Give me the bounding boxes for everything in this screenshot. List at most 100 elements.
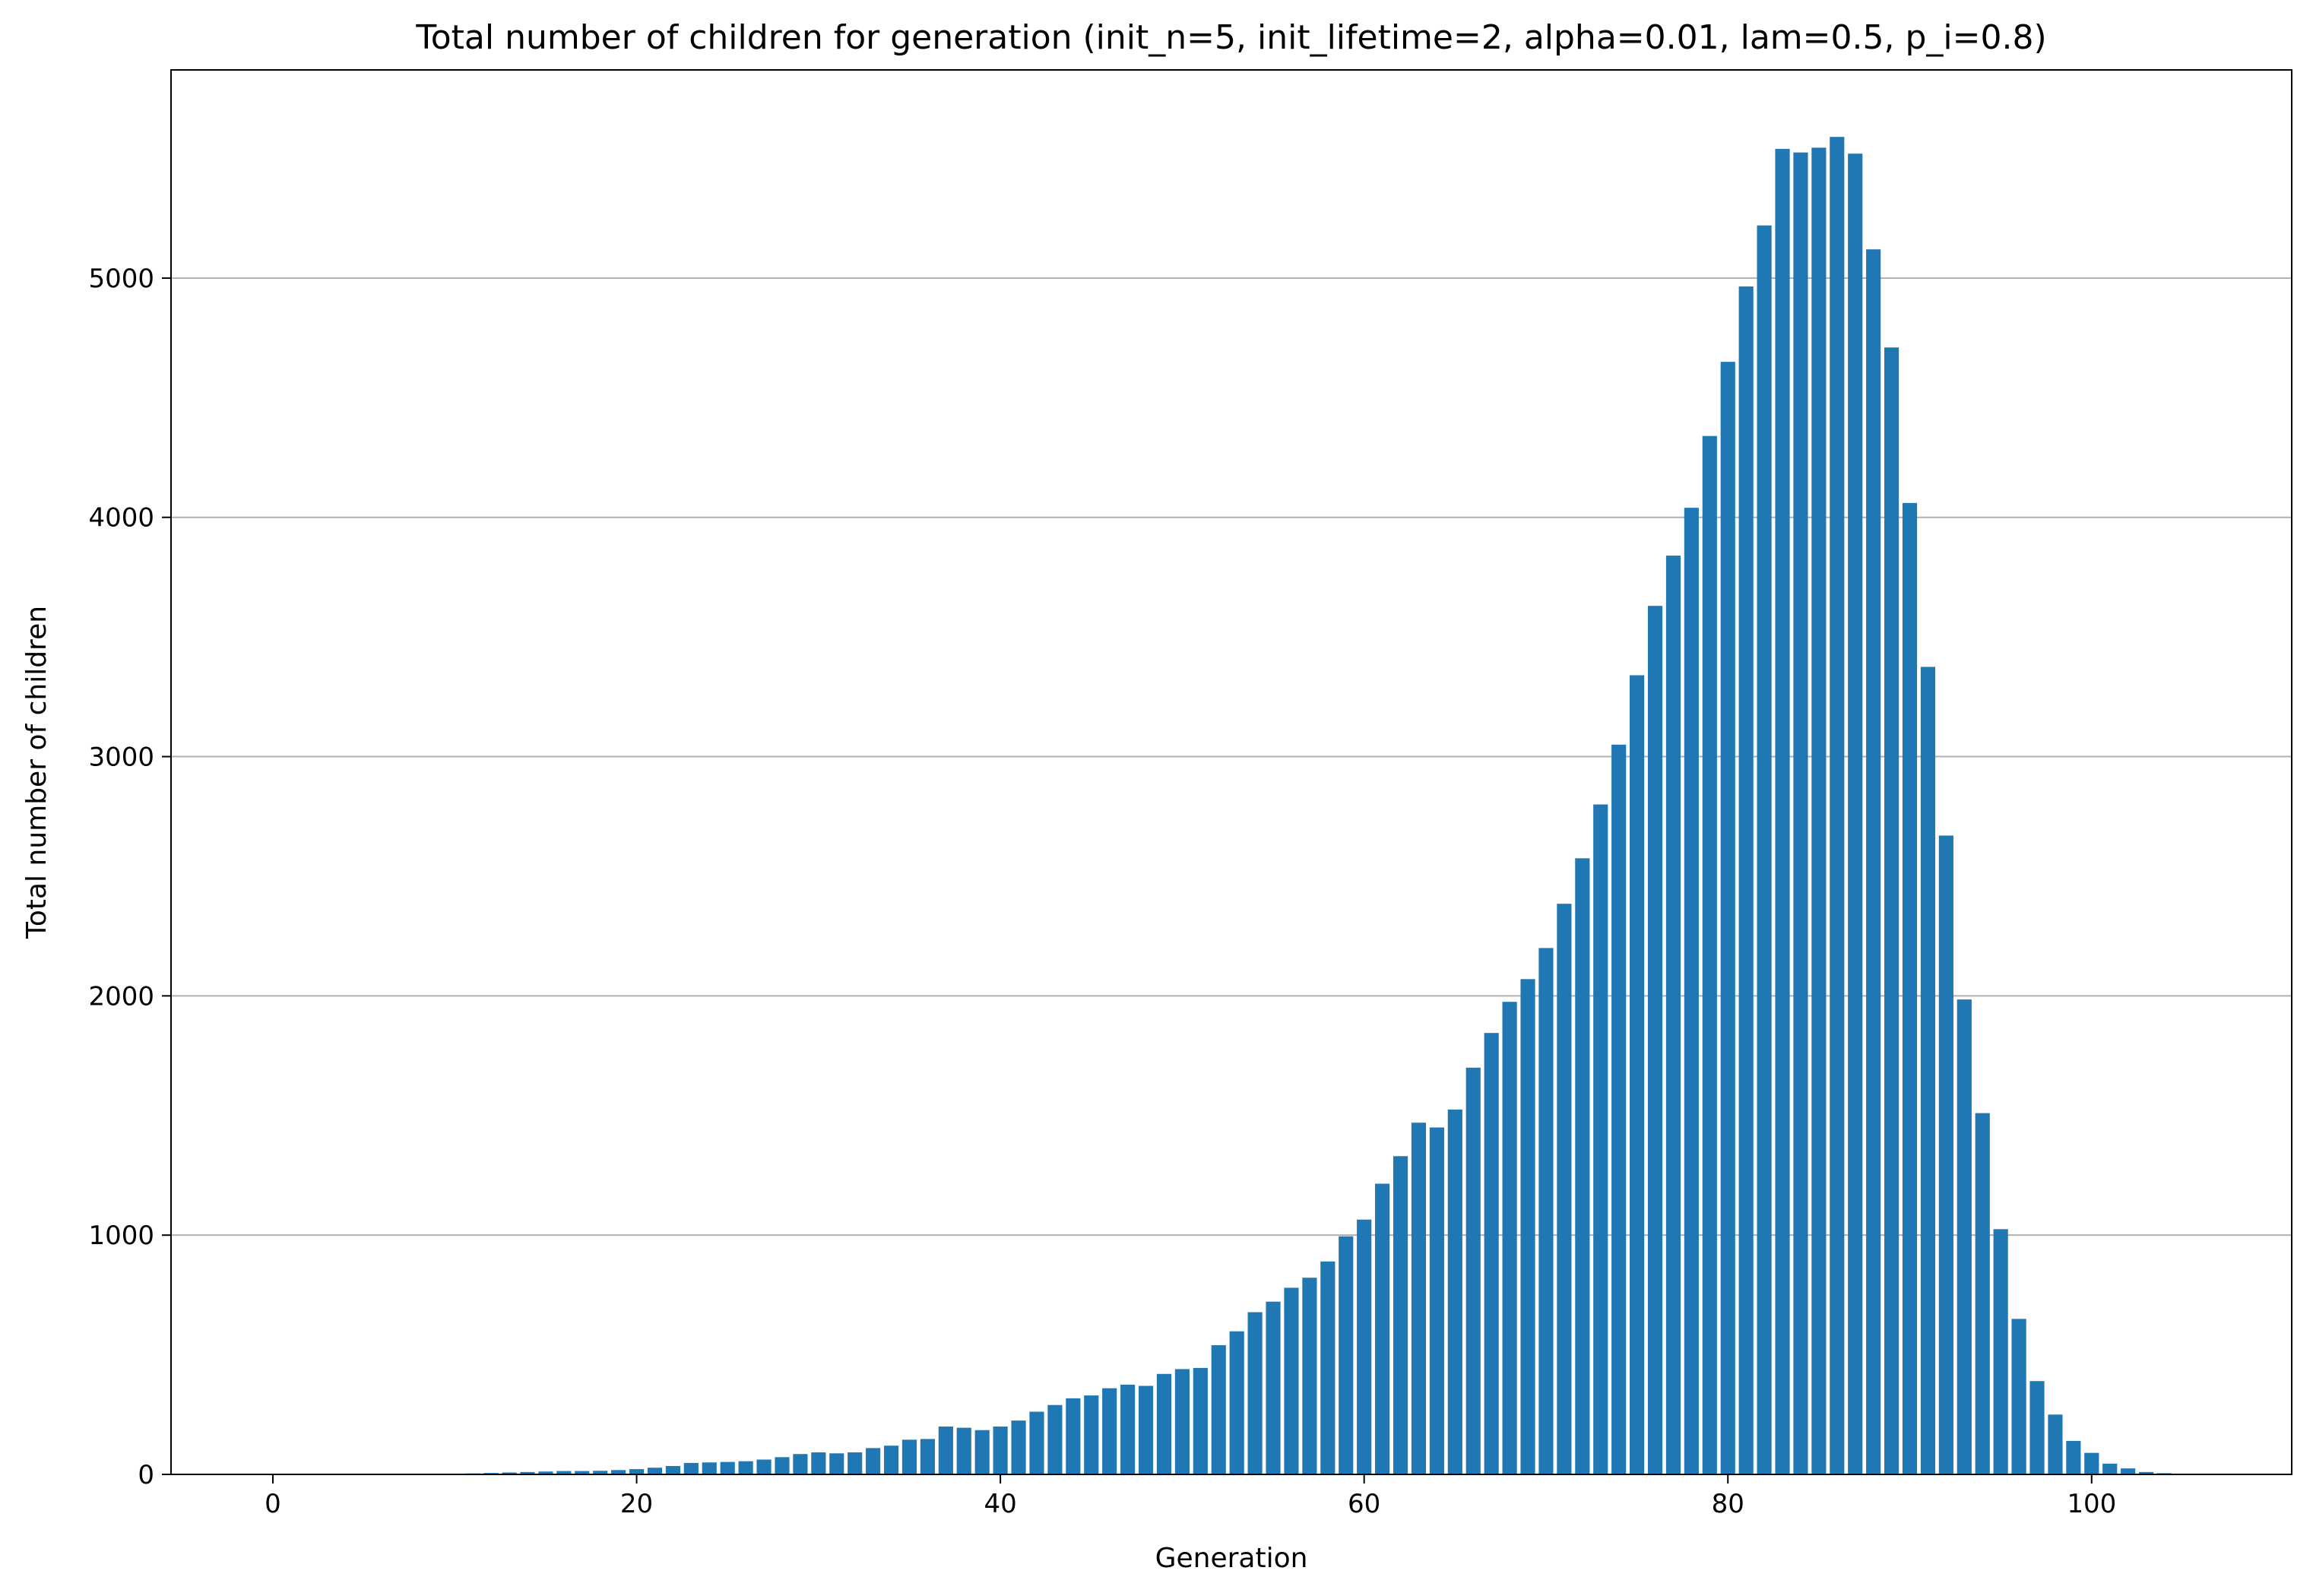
y-axis-label: Total number of children (21, 606, 52, 939)
bar-gen-15 (538, 1471, 553, 1474)
bar-gen-103 (2139, 1471, 2154, 1474)
bar-gen-55 (1266, 1301, 1281, 1474)
bar-gen-98 (2048, 1414, 2063, 1474)
bar-gen-44 (1066, 1398, 1081, 1474)
bar-gen-43 (1047, 1404, 1063, 1474)
bar-gen-42 (1029, 1411, 1044, 1474)
bar-gen-49 (1156, 1373, 1172, 1474)
bar-gen-35 (901, 1439, 917, 1474)
bar-gen-41 (1011, 1420, 1026, 1474)
bar-gen-86 (1830, 137, 1845, 1475)
bar-gen-20 (629, 1469, 645, 1474)
bar-gen-78 (1684, 508, 1699, 1474)
bar-gen-16 (556, 1471, 572, 1474)
bar-gen-48 (1138, 1385, 1154, 1474)
bar-gen-58 (1320, 1261, 1336, 1474)
bar-gen-37 (938, 1427, 953, 1474)
bar-gen-62 (1393, 1156, 1408, 1474)
bar-gen-30 (811, 1452, 826, 1474)
bar-gen-65 (1447, 1109, 1462, 1474)
bar-gen-52 (1211, 1344, 1226, 1474)
x-tick-label-60: 60 (1348, 1489, 1380, 1519)
y-tick-label-1000: 1000 (88, 1221, 154, 1251)
bar-gen-59 (1339, 1236, 1354, 1474)
bar-gen-38 (956, 1427, 971, 1474)
x-tick-label-100: 100 (2067, 1489, 2116, 1519)
x-tick-label-20: 20 (620, 1489, 653, 1519)
bar-gen-50 (1174, 1369, 1190, 1474)
bar-gen-25 (720, 1461, 735, 1474)
bar-gen-60 (1357, 1219, 1372, 1474)
bar-gen-84 (1793, 152, 1808, 1474)
y-tick-label-5000: 5000 (88, 264, 154, 294)
bar-gen-79 (1702, 435, 1717, 1475)
bar-gen-70 (1538, 948, 1554, 1474)
bar-gen-24 (702, 1462, 717, 1474)
bar-gen-28 (775, 1457, 790, 1474)
bar-gen-23 (683, 1462, 699, 1474)
bar-gen-63 (1411, 1123, 1427, 1474)
bar-gen-45 (1084, 1395, 1099, 1474)
bar-gen-32 (848, 1452, 863, 1474)
bar-gen-82 (1757, 225, 1772, 1474)
bar-gen-99 (2066, 1440, 2081, 1474)
bar-gen-67 (1484, 1033, 1499, 1474)
y-tick-label-2000: 2000 (88, 981, 154, 1012)
bar-gen-77 (1665, 556, 1681, 1474)
bar-gen-83 (1775, 148, 1790, 1474)
gridlines (171, 277, 2292, 1237)
bar-gen-76 (1647, 606, 1663, 1474)
bar-gen-34 (883, 1446, 899, 1474)
plot-frame (170, 69, 2292, 1475)
bar-gen-33 (866, 1448, 881, 1474)
bar-gen-14 (520, 1471, 535, 1474)
bar-gen-85 (1811, 147, 1827, 1474)
bar-gen-40 (993, 1427, 1008, 1474)
bar-gen-17 (575, 1471, 590, 1474)
bar-gen-56 (1284, 1287, 1299, 1474)
x-tick-label-0: 0 (265, 1489, 281, 1519)
bar-gen-101 (2102, 1463, 2118, 1474)
x-axis-label: Generation (1155, 1543, 1308, 1574)
chart-title: Total number of children for generation … (415, 18, 2046, 57)
bar-gen-22 (665, 1465, 680, 1474)
bar-gen-93 (1957, 999, 1972, 1474)
bar-gen-13 (502, 1472, 517, 1474)
bar-gen-29 (793, 1454, 808, 1474)
bar-gen-18 (593, 1471, 608, 1474)
bar-gen-96 (2011, 1319, 2026, 1474)
bar-gen-97 (2029, 1381, 2045, 1474)
bar-gen-19 (611, 1470, 626, 1474)
bar-gen-89 (1884, 347, 1900, 1474)
bar-gen-95 (1993, 1229, 2008, 1474)
bar-gen-64 (1429, 1127, 1444, 1474)
bar-gen-88 (1866, 249, 1881, 1474)
bar-gen-87 (1848, 154, 1863, 1475)
bar-gen-68 (1502, 1002, 1517, 1474)
bar-gen-66 (1465, 1067, 1481, 1474)
x-tick-label-40: 40 (984, 1489, 1016, 1519)
y-tick-label-3000: 3000 (88, 743, 154, 773)
bar-gen-80 (1720, 362, 1735, 1474)
bar-gen-69 (1520, 979, 1535, 1474)
x-tick-label-80: 80 (1712, 1489, 1744, 1519)
bar-gen-92 (1938, 835, 1953, 1474)
bar-gen-75 (1630, 675, 1645, 1474)
x-axis-ticks: 0 20 40 60 80 100 (265, 1474, 2116, 1519)
bar-gen-57 (1302, 1278, 1317, 1474)
bar-gen-26 (738, 1461, 753, 1474)
y-axis-ticks: 0 1000 2000 3000 4000 5000 (88, 264, 171, 1490)
y-tick-label-4000: 4000 (88, 503, 154, 534)
bar-gen-73 (1593, 804, 1608, 1474)
bar-gen-100 (2084, 1452, 2099, 1474)
bar-gen-91 (1920, 667, 1936, 1474)
bar-gen-47 (1120, 1384, 1136, 1474)
bar-gen-90 (1902, 502, 1918, 1475)
bar-gen-102 (2121, 1468, 2136, 1474)
bar-gen-81 (1738, 286, 1754, 1475)
bar-gen-54 (1247, 1312, 1263, 1474)
bar-gen-21 (647, 1468, 663, 1474)
bar-gen-36 (920, 1439, 935, 1474)
bar-gen-51 (1193, 1367, 1208, 1474)
